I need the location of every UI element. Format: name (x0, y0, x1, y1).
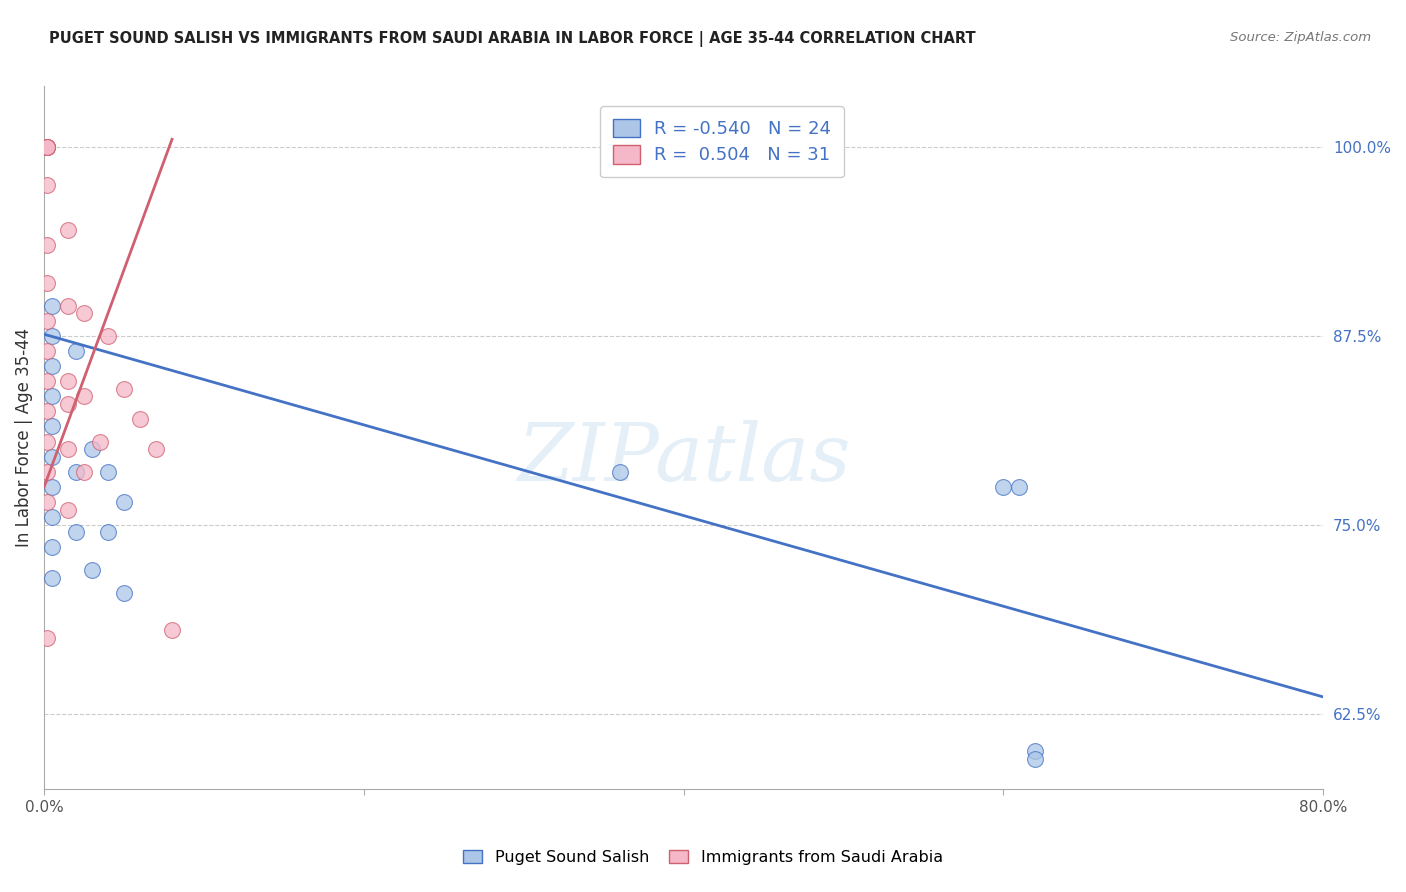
Point (97, 465, 120, 479)
Point (129, 412, 152, 426)
Text: ZIPatlas: ZIPatlas (517, 420, 851, 498)
Point (37, 140, 59, 154)
Point (73, 389, 96, 403)
Point (37, 140, 59, 154)
Point (56, 502, 79, 516)
Point (41, 480, 63, 494)
Point (1024, 752, 1046, 766)
Point (41, 298, 63, 312)
Point (1008, 480, 1031, 494)
Point (993, 480, 1015, 494)
Point (37, 140, 59, 154)
Point (37, 140, 59, 154)
Point (37, 178, 59, 192)
Point (73, 465, 96, 479)
Point (41, 328, 63, 343)
Point (80, 563, 103, 577)
Point (97, 328, 120, 343)
Point (37, 495, 59, 509)
Point (37, 404, 59, 418)
Point (56, 442, 79, 456)
Legend: Puget Sound Salish, Immigrants from Saudi Arabia: Puget Sound Salish, Immigrants from Saud… (456, 842, 950, 873)
Point (73, 306, 96, 320)
Point (41, 570, 63, 584)
Text: PUGET SOUND SALISH VS IMMIGRANTS FROM SAUDI ARABIA IN LABOR FORCE | AGE 35-44 CO: PUGET SOUND SALISH VS IMMIGRANTS FROM SA… (49, 31, 976, 47)
Point (1024, 744, 1046, 758)
Point (112, 585, 135, 599)
Point (37, 631, 59, 645)
Point (609, 465, 631, 479)
Point (41, 359, 63, 373)
Point (56, 223, 79, 237)
Point (37, 140, 59, 154)
Point (56, 298, 79, 312)
Point (37, 238, 59, 252)
Point (56, 374, 79, 388)
Point (37, 465, 59, 479)
Legend: R = -0.540   N = 24, R =  0.504   N = 31: R = -0.540 N = 24, R = 0.504 N = 31 (600, 106, 844, 178)
Point (112, 382, 135, 396)
Point (89, 434, 111, 449)
Point (112, 495, 135, 509)
Y-axis label: In Labor Force | Age 35-44: In Labor Force | Age 35-44 (15, 328, 32, 548)
Point (41, 389, 63, 403)
Point (65, 343, 87, 358)
Point (41, 510, 63, 524)
Point (65, 525, 87, 540)
Point (37, 434, 59, 449)
Point (80, 442, 103, 456)
Point (41, 450, 63, 464)
Point (145, 442, 167, 456)
Point (65, 465, 87, 479)
Text: Source: ZipAtlas.com: Source: ZipAtlas.com (1230, 31, 1371, 45)
Point (37, 374, 59, 388)
Point (41, 419, 63, 434)
Point (37, 313, 59, 327)
Point (37, 276, 59, 290)
Point (56, 397, 79, 411)
Point (160, 624, 183, 638)
Point (37, 343, 59, 358)
Point (97, 525, 120, 540)
Point (41, 541, 63, 555)
